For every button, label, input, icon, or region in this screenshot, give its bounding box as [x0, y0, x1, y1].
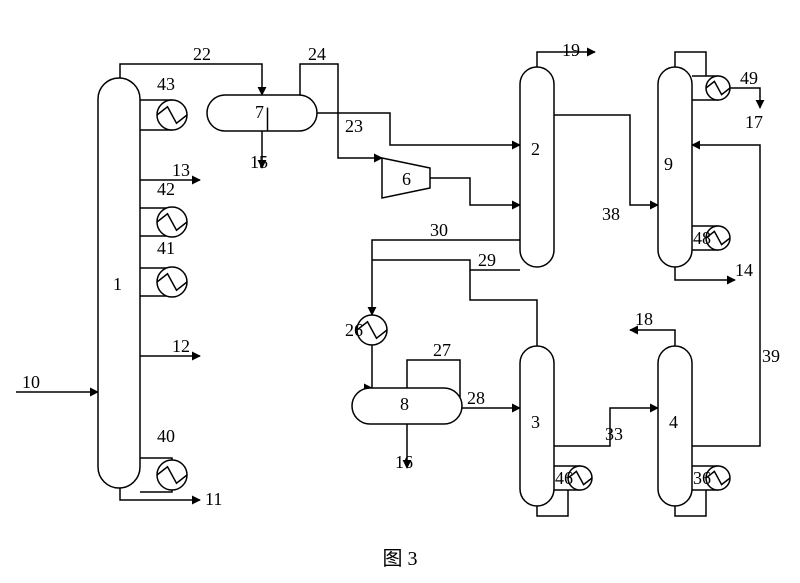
label-30: 30 [430, 220, 448, 240]
label-15: 15 [250, 152, 268, 172]
stream-14 [675, 267, 735, 280]
exchanger-ex49 [706, 76, 730, 100]
label-18: 18 [635, 309, 653, 329]
stream-38-to-9 [552, 115, 658, 205]
label-39: 39 [762, 346, 780, 366]
stream-30 [372, 240, 520, 315]
stream-6-out [430, 178, 520, 205]
label-42: 42 [157, 179, 175, 199]
stream-39-to-9 [692, 145, 760, 446]
label-46: 46 [555, 468, 573, 488]
stream-29 [372, 260, 520, 270]
label-10: 10 [22, 372, 40, 392]
label-3: 3 [531, 412, 540, 432]
process-flow-diagram: 1234678910111213141516171819222324262728… [0, 0, 800, 583]
label-16: 16 [395, 452, 413, 472]
label-14: 14 [735, 260, 753, 280]
label-49: 49 [740, 68, 758, 88]
stream-11 [120, 488, 200, 500]
label-4: 4 [669, 412, 678, 432]
label-27: 27 [433, 340, 451, 360]
label-17: 17 [745, 112, 763, 132]
label-23: 23 [345, 116, 363, 136]
label-12: 12 [172, 336, 190, 356]
label-24: 24 [308, 44, 326, 64]
exchanger-ex41 [157, 267, 187, 297]
label-19: 19 [562, 40, 580, 60]
label-8: 8 [400, 394, 409, 414]
label-9: 9 [664, 154, 673, 174]
label-33: 33 [605, 424, 623, 444]
label-29: 29 [478, 250, 496, 270]
label-36: 36 [693, 468, 711, 488]
stream-17 [730, 88, 760, 108]
label-40: 40 [157, 426, 175, 446]
stream-22 [120, 64, 262, 95]
exchanger-ex42 [157, 207, 187, 237]
label-43: 43 [157, 74, 175, 94]
label-13: 13 [172, 160, 190, 180]
label-2: 2 [531, 139, 540, 159]
label-6: 6 [402, 169, 411, 189]
stream-3-top-to-29 [470, 270, 537, 346]
label-48: 48 [693, 228, 711, 248]
label-22: 22 [193, 44, 211, 64]
label-11: 11 [205, 489, 222, 509]
figure-caption: 图 3 [383, 548, 418, 570]
label-41: 41 [157, 238, 175, 258]
label-1: 1 [113, 274, 122, 294]
exchanger-ex43 [157, 100, 187, 130]
stream-18 [630, 330, 675, 346]
label-26: 26 [345, 320, 363, 340]
column-2 [520, 67, 554, 267]
label-38: 38 [602, 204, 620, 224]
label-28: 28 [467, 388, 485, 408]
label-7: 7 [255, 102, 264, 122]
exchanger-ex40 [157, 460, 187, 490]
